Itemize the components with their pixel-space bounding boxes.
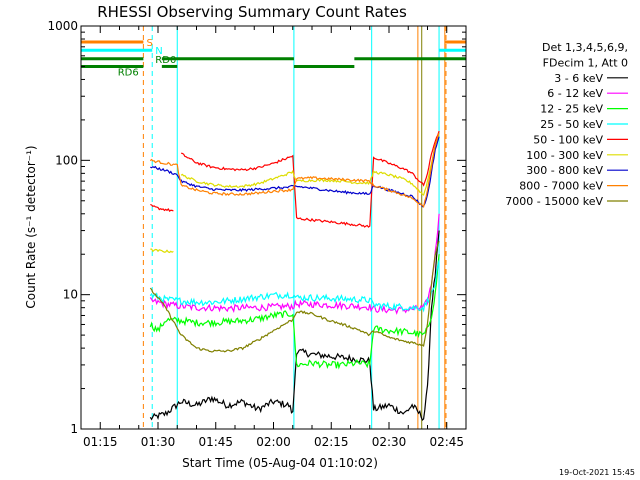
legend-entry-label-2: 12 - 25 keV	[540, 103, 603, 116]
legend-entry-label-7: 800 - 7000 keV	[519, 180, 603, 193]
x-tick-label-3: 02:00	[256, 435, 291, 449]
footer-timestamp: 19-Oct-2021 15:45	[559, 468, 635, 477]
legend-entry-label-6: 300 - 800 keV	[526, 164, 603, 177]
legend-entry-label-4: 50 - 100 keV	[533, 133, 603, 146]
legend-entry-label-1: 6 - 12 keV	[547, 87, 603, 100]
x-tick-label-2: 01:45	[198, 435, 233, 449]
status-bar-label-rd6: RD6	[118, 67, 139, 78]
x-tick-label-4: 02:15	[314, 435, 349, 449]
series-line-5	[150, 134, 440, 254]
legend-entry-label-3: 25 - 50 keV	[540, 118, 603, 131]
status-bar-label-s: S	[146, 38, 152, 49]
series-line-0	[149, 230, 440, 421]
series-line-3	[149, 260, 440, 313]
axes: 01:15 01:30 01:45 02:00 02:15 02:30 02:45 1 10 10…	[47, 19, 467, 449]
legend-header-1: FDecim 1, Att 0	[543, 56, 628, 69]
series-line-2	[149, 254, 440, 370]
series-line-8	[149, 240, 440, 353]
legend-entry-label-0: 3 - 6 keV	[554, 72, 603, 85]
series-line-1	[149, 213, 440, 315]
series-lines	[149, 130, 440, 421]
series-line-7	[149, 132, 440, 209]
x-tick-label-5: 02:30	[372, 435, 407, 449]
legend-header-0: Det 1,3,4,5,6,9,	[542, 41, 628, 54]
y-tick-label-1: 10	[63, 288, 78, 302]
chart-title: RHESSI Observing Summary Count Rates	[97, 3, 407, 21]
x-tick-label-0: 01:15	[83, 435, 118, 449]
legend-entry-label-5: 100 - 300 keV	[526, 149, 603, 162]
series-line-4	[150, 130, 440, 228]
y-tick-label-2: 100	[55, 153, 78, 167]
status-bar-label-rd0: RD0	[155, 55, 176, 66]
x-tick-label-1: 01:30	[141, 435, 176, 449]
y-tick-label-0: 1	[70, 422, 78, 436]
status-bar-label-n: N	[155, 46, 162, 57]
y-axis-label: Count Rate (s⁻¹ detector⁻¹)	[24, 145, 38, 308]
vertical-markers	[142, 26, 447, 429]
y-tick-label-3: 1000	[47, 19, 78, 33]
legend: Det 1,3,4,5,6,9, FDecim 1, Att 0 3 - 6 keV…	[505, 41, 628, 208]
x-tick-label-6: 02:45	[429, 435, 464, 449]
legend-entry-label-8: 7000 - 15000 keV	[505, 195, 603, 208]
x-axis-label: Start Time (05-Aug-04 01:10:02)	[182, 456, 378, 470]
